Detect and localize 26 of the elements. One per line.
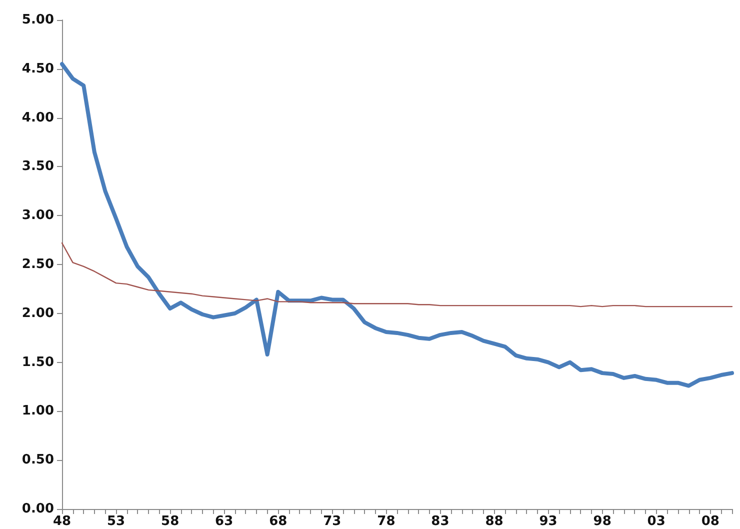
y-tick-label: 2.00 bbox=[22, 306, 54, 321]
y-tick-label: 4.50 bbox=[22, 61, 54, 76]
y-tick-label: 4.00 bbox=[22, 110, 54, 126]
x-tick-label: 78 bbox=[377, 514, 396, 529]
x-tick-label: 58 bbox=[161, 514, 180, 529]
x-tick-label: 48 bbox=[52, 514, 72, 529]
x-tick-label: 53 bbox=[106, 514, 126, 529]
y-tick-label: 5.00 bbox=[22, 12, 54, 28]
x-tick-label: 08 bbox=[701, 514, 720, 529]
x-tick-label: 03 bbox=[647, 514, 666, 529]
x-tick-label: 63 bbox=[215, 514, 234, 529]
y-tick-label: 2.50 bbox=[22, 257, 54, 272]
x-tick-label: 98 bbox=[593, 514, 612, 529]
line-series bbox=[60, 62, 734, 388]
x-tick-label: 73 bbox=[323, 514, 342, 529]
x-tick-label: 88 bbox=[485, 514, 504, 529]
x-tick-label: 93 bbox=[539, 514, 558, 529]
y-tick-label: 0.50 bbox=[22, 452, 54, 468]
x-tick-label: 68 bbox=[269, 514, 288, 529]
x-tick-label: 83 bbox=[431, 514, 450, 529]
y-tick-label: 1.50 bbox=[22, 354, 54, 370]
y-tick-label: 0.00 bbox=[22, 502, 54, 516]
y-tick-label: 1.00 bbox=[22, 404, 54, 419]
y-tick-label: 3.50 bbox=[22, 159, 54, 174]
y-tick-label: 3.00 bbox=[22, 208, 54, 224]
line-series bbox=[61, 242, 733, 308]
